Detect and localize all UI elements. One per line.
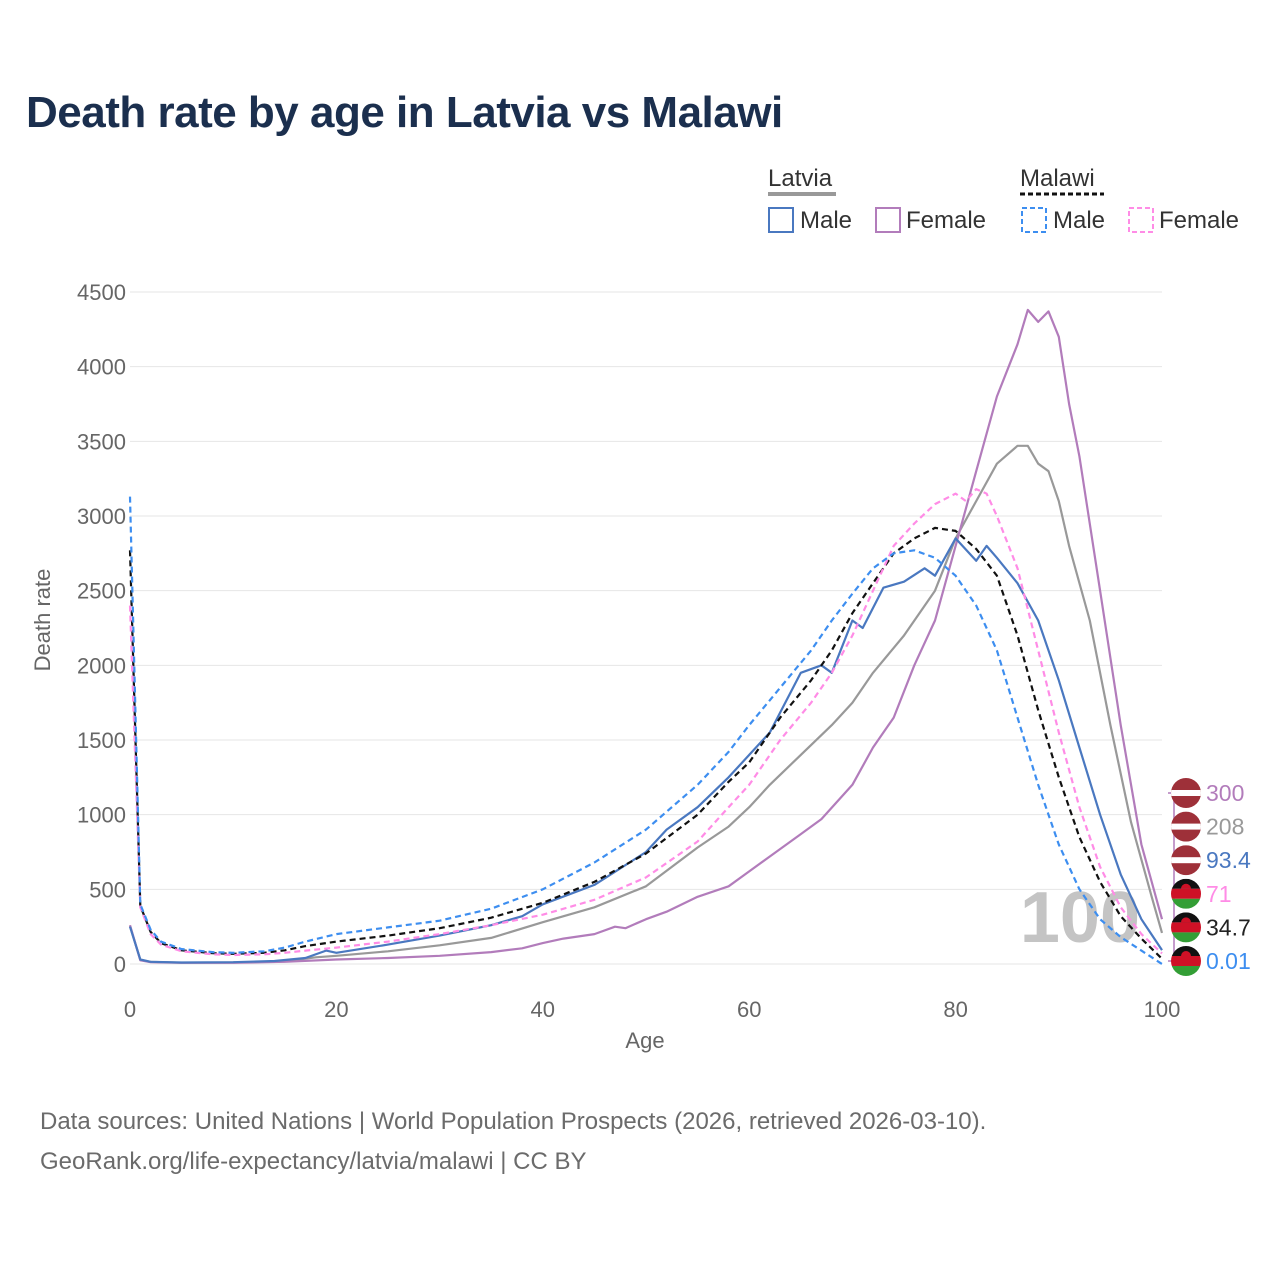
x-tick-label: 100 <box>1144 997 1181 1022</box>
legend-latvia-female-swatch[interactable] <box>875 207 901 233</box>
series-line-latvia-total[interactable] <box>128 444 1164 964</box>
x-tick-label: 0 <box>124 997 136 1022</box>
x-tick-label: 80 <box>943 997 967 1022</box>
y-tick-label: 3500 <box>77 429 126 454</box>
y-tick-label: 4000 <box>77 355 126 380</box>
y-tick-label: 1500 <box>77 728 126 753</box>
legend-malawi-male-label: Male <box>1053 207 1105 234</box>
legend: Latvia Malawi Male Female Male Female <box>768 165 1239 234</box>
x-axis-label: Age <box>625 1028 664 1053</box>
series-line-malawi-female[interactable] <box>128 488 1163 957</box>
chart: 0 500 1000 1500 2000 2500 3000 3500 4000 4500 0 20… <box>30 165 1251 1053</box>
y-tick-label: 2500 <box>77 579 126 604</box>
legend-latvia-male-swatch[interactable] <box>768 207 794 233</box>
series-lines <box>128 308 1164 965</box>
end-label-malawi-total: 34.7 <box>1206 914 1251 940</box>
series-line-latvia-male[interactable] <box>128 537 1163 964</box>
legend-malawi-female-label: Female <box>1159 207 1239 234</box>
legend-malawi-female-swatch[interactable] <box>1128 207 1154 233</box>
series-line-latvia-female[interactable] <box>128 308 1164 964</box>
chart-title: Death rate by age in Latvia vs Malawi <box>26 88 783 137</box>
x-axis-ticks: 0 20 40 60 80 100 <box>124 997 1180 1022</box>
y-tick-label: 4500 <box>77 280 126 305</box>
x-tick-label: 60 <box>737 997 761 1022</box>
end-labels: 300 208 93.4 71 34.7 0.01 <box>1168 778 1251 976</box>
flag-malawi-icon <box>1171 878 1201 909</box>
x-tick-label: 40 <box>531 997 555 1022</box>
x-tick-label: 20 <box>324 997 348 1022</box>
end-label-latvia-male: 93.4 <box>1206 847 1251 873</box>
legend-latvia-female-label: Female <box>906 207 986 234</box>
flag-latvia-icon <box>1171 845 1201 876</box>
y-tick-label: 1000 <box>77 803 126 828</box>
y-tick-label: 500 <box>89 877 126 902</box>
series-line-malawi-male[interactable] <box>128 496 1163 965</box>
series-line-malawi-total[interactable] <box>128 526 1163 960</box>
flag-latvia-icon <box>1171 778 1201 808</box>
y-axis-label: Death rate <box>30 569 55 672</box>
y-tick-label: 2000 <box>77 653 126 678</box>
end-label-latvia-total: 208 <box>1206 814 1244 840</box>
end-label-bracket <box>1168 792 1175 962</box>
legend-group-malawi: Malawi <box>1020 165 1095 192</box>
y-axis-ticks: 0 500 1000 1500 2000 2500 3000 3500 4000 4500 <box>77 280 126 977</box>
legend-group-latvia: Latvia <box>768 165 833 192</box>
grid <box>130 291 1162 965</box>
legend-malawi-male-swatch[interactable] <box>1021 207 1047 233</box>
flag-latvia-icon <box>1171 811 1201 842</box>
source-url: GeoRank.org/life-expectancy/latvia/malaw… <box>40 1148 587 1175</box>
end-label-malawi-male: 0.01 <box>1206 948 1251 974</box>
y-tick-label: 0 <box>114 952 126 977</box>
end-label-latvia-female: 300 <box>1206 780 1244 806</box>
legend-latvia-male-label: Male <box>800 207 852 234</box>
source-line: Data sources: United Nations | World Pop… <box>40 1108 987 1135</box>
flag-malawi-icon <box>1171 946 1201 976</box>
y-tick-label: 3000 <box>77 504 126 529</box>
end-label-malawi-female: 71 <box>1206 881 1232 907</box>
flag-malawi-icon <box>1171 912 1201 943</box>
